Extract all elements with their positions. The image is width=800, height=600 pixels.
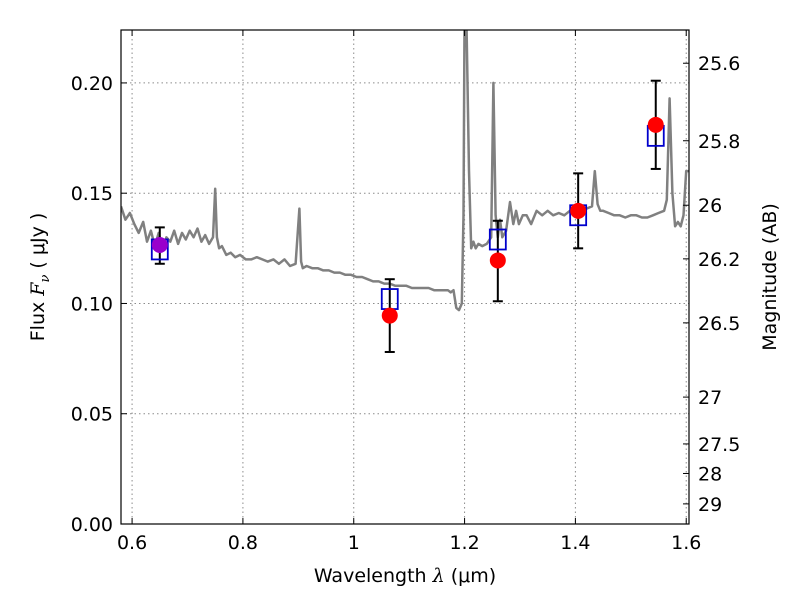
x-tick-label: 0.8 (228, 532, 258, 554)
y2-tick-label: 26.5 (698, 313, 740, 335)
photometry-point-4 (569, 172, 588, 250)
x-tick-label: 1.6 (671, 532, 701, 554)
x-tick-label: 1 (348, 532, 360, 554)
photometry-point-2 (380, 278, 399, 353)
photometry-point-5 (646, 79, 665, 170)
photometry-point-3 (488, 219, 507, 303)
photometry-point-1 (150, 226, 169, 265)
x-tick-label: 1.2 (449, 532, 479, 554)
y2-tick-label: 25.8 (698, 131, 740, 153)
y2-tick-label: 25.6 (698, 53, 740, 75)
y2-tick-label: 28 (698, 463, 722, 485)
y-tick-label: 0.10 (71, 293, 113, 315)
observed-flux-marker (381, 307, 398, 324)
y-tick-label: 0.15 (71, 183, 113, 205)
axis-ticks: 0.6 0.8 1 1.2 1.4 1.6 0.00 0.05 0.10 0.15 0.20 25.6… (71, 30, 740, 554)
y2-axis-label: Magnitude (AB) (759, 203, 781, 351)
y2-tick-label: 29 (698, 494, 722, 516)
observed-flux-marker (570, 202, 587, 219)
y2-tick-label: 26.2 (698, 249, 740, 271)
observed-flux-marker (489, 252, 506, 269)
y-tick-label: 0.00 (71, 514, 113, 536)
y-axis-label: Flux Fν ( μJy ) (27, 213, 53, 342)
synthetic-flux-square (488, 228, 507, 251)
plot-frame (120, 29, 690, 525)
grid (121, 30, 689, 524)
observed-flux-marker (151, 237, 168, 254)
y-tick-label: 0.05 (71, 404, 113, 426)
x-tick-label: 1.4 (560, 532, 590, 554)
x-tick-label: 0.6 (117, 532, 147, 554)
x-axis-label: Wavelength λ (μm) (314, 565, 496, 587)
y2-tick-label: 27.5 (698, 434, 740, 456)
photometry-layer (150, 79, 665, 353)
y2-tick-label: 27 (698, 387, 722, 409)
y-tick-label: 0.20 (71, 73, 113, 95)
model-spectrum-line (121, 30, 689, 312)
observed-flux-marker (647, 116, 664, 133)
model-spectrum-layer (121, 30, 689, 312)
y2-tick-label: 26 (698, 195, 722, 217)
